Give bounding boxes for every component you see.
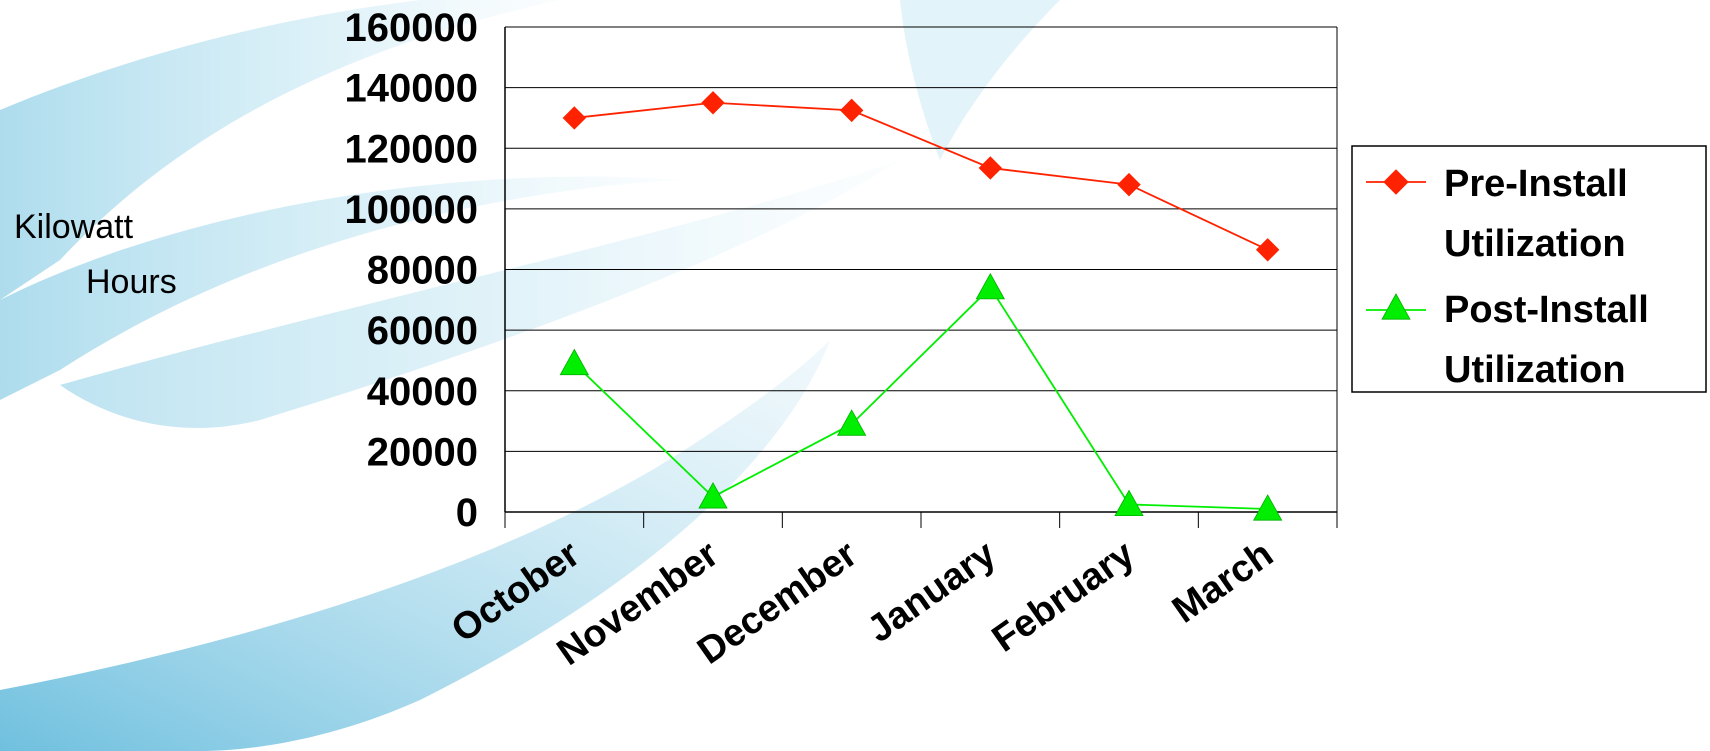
data-point-post-install <box>836 409 867 436</box>
y-tick-label: 40000 <box>367 370 478 414</box>
swoosh-band-middle <box>0 176 680 400</box>
legend-box <box>1351 145 1707 393</box>
data-point-post-install <box>698 482 728 509</box>
legend-marker-pre-install <box>1383 169 1409 195</box>
data-point-pre-install <box>1117 172 1141 197</box>
data-point-post-install <box>559 348 590 376</box>
y-tick-label: 140000 <box>345 67 478 111</box>
data-point-pre-install <box>1255 238 1280 262</box>
y-axis-title-line-2: Hours <box>86 263 177 301</box>
series-layer <box>559 91 1283 521</box>
gridlines <box>505 26 1337 452</box>
legend: Pre-Install Utilization Post-Install Uti… <box>1351 145 1707 393</box>
y-tick-label: 80000 <box>367 249 478 293</box>
x-category-label: January <box>860 533 1003 651</box>
data-point-pre-install <box>562 106 587 130</box>
legend-label-post-install-line-2: Utilization <box>1444 349 1626 391</box>
data-point-post-install <box>975 272 1006 300</box>
data-point-pre-install <box>839 98 864 123</box>
data-point-post-install <box>1114 489 1144 517</box>
y-axis-title: Kilowatt Hours <box>14 208 177 301</box>
series-line-pre-install <box>574 101 1269 251</box>
y-tick-label: 100000 <box>345 188 478 232</box>
series-line-post-install <box>573 286 1268 510</box>
data-point-post-install <box>1252 494 1283 521</box>
swoosh-band-sweep <box>0 340 830 751</box>
swoosh-band-lower <box>60 160 900 428</box>
data-point-pre-install <box>978 156 1003 180</box>
legend-item-pre-install <box>1366 169 1426 195</box>
x-category-label: February <box>985 533 1142 661</box>
legend-item-post-install <box>1366 293 1426 320</box>
legend-label-pre-install-line-1: Pre-Install <box>1444 163 1628 205</box>
y-tick-label: 20000 <box>367 430 478 474</box>
y-tick-label: 120000 <box>345 127 478 171</box>
y-tick-label: 160000 <box>345 6 478 50</box>
legend-label-post-install-line-1: Post-Install <box>1444 289 1649 331</box>
swoosh-band-right <box>900 0 1060 160</box>
swoosh-band-top <box>0 0 560 300</box>
y-tick-label: 0 <box>456 491 478 535</box>
x-category-label: March <box>1165 533 1281 632</box>
legend-marker-post-install <box>1381 293 1411 320</box>
axes <box>504 27 1338 528</box>
y-tick-labels: 0 20000 40000 60000 80000 100000 120000 140000 1… <box>345 6 478 535</box>
data-point-pre-install <box>701 91 725 115</box>
legend-label-pre-install-line-2: Utilization <box>1444 223 1626 265</box>
y-tick-label: 60000 <box>367 309 478 353</box>
y-axis-title-line-1: Kilowatt <box>14 208 134 246</box>
